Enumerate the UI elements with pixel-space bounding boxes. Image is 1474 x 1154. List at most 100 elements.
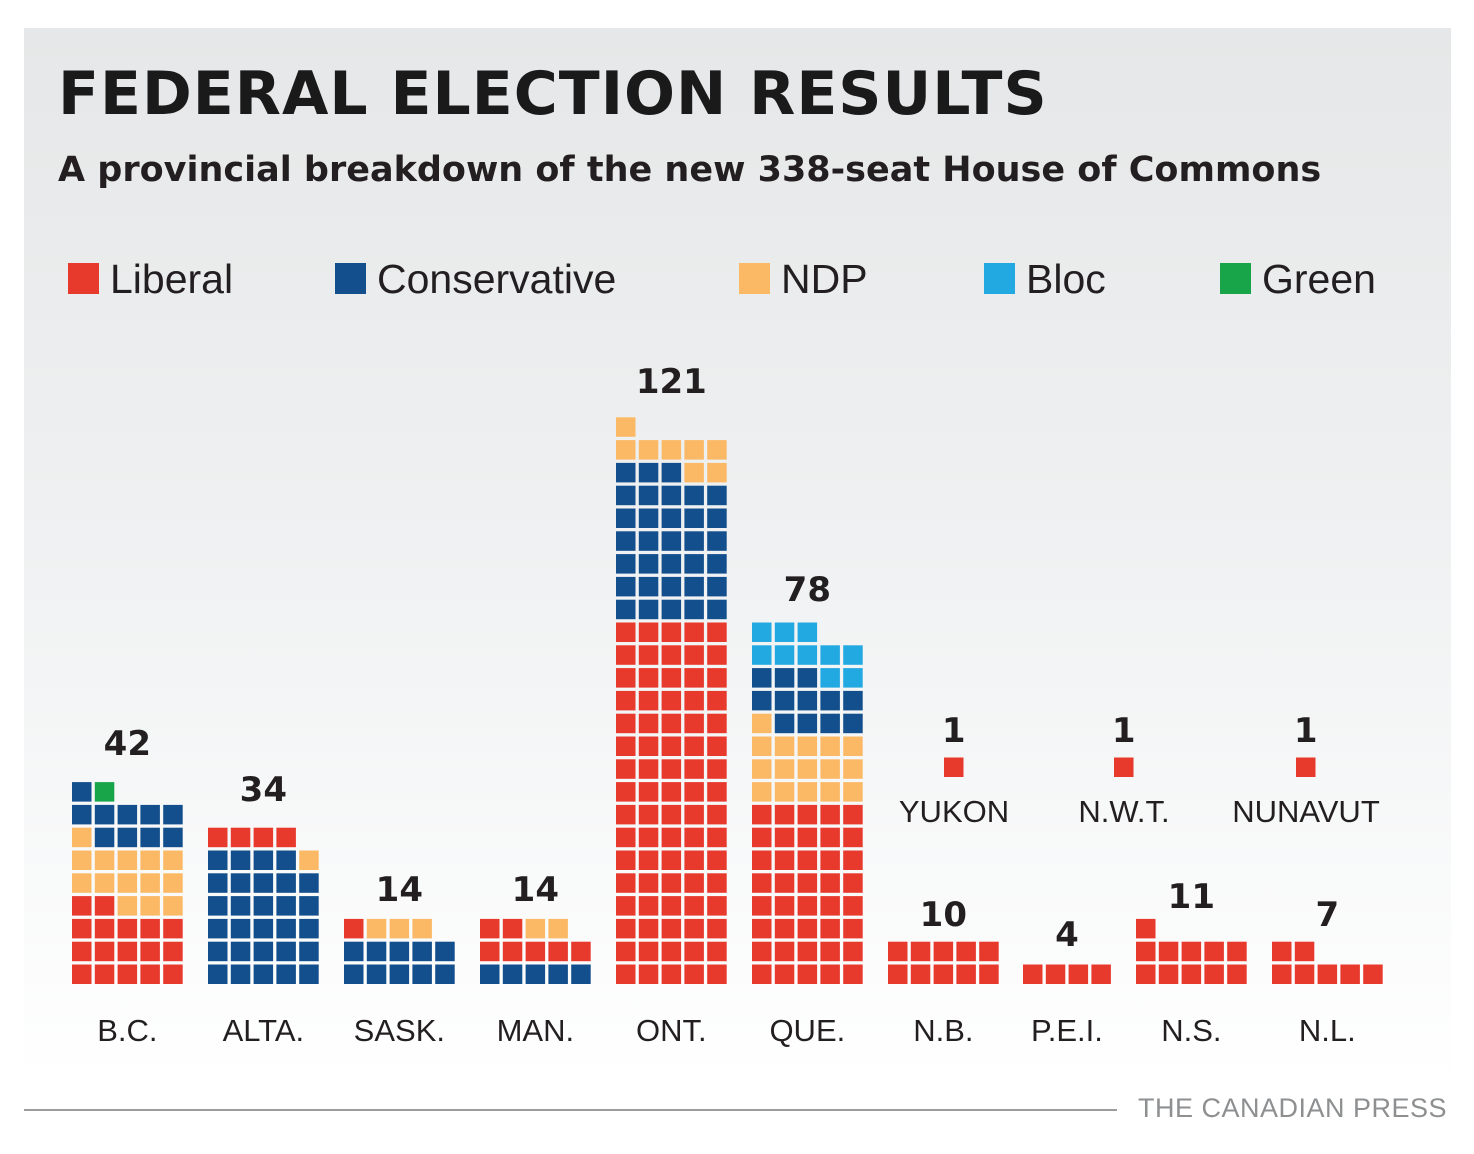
seat-conservative <box>662 577 682 597</box>
seat-liberal <box>616 645 636 665</box>
province-label-que: QUE. <box>769 1013 845 1048</box>
seat-liberal <box>820 965 840 985</box>
seat-conservative <box>163 805 183 825</box>
seat-conservative <box>299 873 319 893</box>
seat-liberal <box>1227 942 1247 962</box>
seat-liberal <box>684 645 704 665</box>
seat-conservative <box>231 942 251 962</box>
seat-liberal <box>1295 965 1315 985</box>
seat-liberal <box>118 919 138 939</box>
seat-ndp <box>412 919 432 939</box>
seat-conservative <box>208 851 228 871</box>
seat-bloc <box>775 645 795 665</box>
seat-liberal <box>140 919 160 939</box>
seat-liberal <box>684 759 704 779</box>
seat-liberal <box>956 965 976 985</box>
seat-liberal <box>662 919 682 939</box>
seat-liberal <box>707 805 727 825</box>
seat-conservative <box>707 486 727 506</box>
seat-liberal <box>662 942 682 962</box>
seat-ndp <box>163 851 183 871</box>
seat-liberal <box>1114 758 1134 778</box>
seat-liberal <box>707 942 727 962</box>
province-label-n-s: N.S. <box>1161 1013 1221 1048</box>
seat-liberal <box>684 737 704 757</box>
seat-liberal <box>1159 965 1179 985</box>
seat-ndp <box>820 737 840 757</box>
seat-ndp <box>616 440 636 460</box>
seat-liberal <box>639 759 659 779</box>
seat-liberal <box>684 714 704 734</box>
seat-total-ont: 121 <box>636 362 707 402</box>
seat-total-man: 14 <box>512 870 559 910</box>
seat-liberal <box>911 942 931 962</box>
seat-liberal <box>1159 942 1179 962</box>
seat-ndp <box>843 782 863 802</box>
seat-total-b-c: 42 <box>104 724 151 764</box>
seat-liberal <box>344 919 364 939</box>
seat-bloc <box>752 623 772 643</box>
seat-ndp <box>95 851 115 871</box>
seat-liberal <box>775 805 795 825</box>
seat-conservative <box>798 714 818 734</box>
seat-liberal <box>707 851 727 871</box>
seat-liberal <box>72 896 92 916</box>
seat-liberal <box>707 965 727 985</box>
seat-liberal <box>639 737 659 757</box>
seat-conservative <box>662 509 682 529</box>
seat-liberal <box>820 805 840 825</box>
seat-conservative <box>548 965 568 985</box>
seat-conservative <box>684 509 704 529</box>
seat-liberal <box>798 965 818 985</box>
seat-liberal <box>1227 965 1247 985</box>
province-label-p-e-i: P.E.I. <box>1031 1013 1103 1048</box>
seat-ndp <box>72 873 92 893</box>
seat-liberal <box>1204 965 1224 985</box>
seat-conservative <box>616 531 636 551</box>
seat-conservative <box>684 577 704 597</box>
seat-ndp <box>775 782 795 802</box>
seat-conservative <box>208 942 228 962</box>
seat-ndp <box>752 759 772 779</box>
seat-liberal <box>1204 942 1224 962</box>
seat-liberal <box>662 645 682 665</box>
seat-conservative <box>140 805 160 825</box>
seat-liberal <box>979 965 999 985</box>
seat-ndp <box>390 919 410 939</box>
seat-conservative <box>208 873 228 893</box>
seat-conservative <box>299 965 319 985</box>
seat-liberal <box>118 942 138 962</box>
seat-conservative <box>276 873 296 893</box>
seat-conservative <box>616 577 636 597</box>
seat-liberal <box>1318 965 1338 985</box>
seat-conservative <box>707 554 727 574</box>
seat-liberal <box>684 805 704 825</box>
seat-liberal <box>843 828 863 848</box>
seat-liberal <box>843 919 863 939</box>
seat-conservative <box>616 554 636 574</box>
seat-liberal <box>979 942 999 962</box>
seat-ndp <box>820 782 840 802</box>
seat-liberal <box>662 782 682 802</box>
seat-liberal <box>707 896 727 916</box>
province-label-n-l: N.L. <box>1299 1013 1356 1048</box>
seat-conservative <box>163 828 183 848</box>
seat-total-alta: 34 <box>240 770 287 810</box>
seat-ndp <box>526 919 546 939</box>
seat-ndp <box>662 440 682 460</box>
seat-liberal <box>820 942 840 962</box>
seat-ndp <box>163 896 183 916</box>
seat-liberal <box>752 873 772 893</box>
seat-conservative <box>276 896 296 916</box>
seat-conservative <box>662 463 682 483</box>
seat-conservative <box>639 463 659 483</box>
seat-liberal <box>843 965 863 985</box>
province-group-n-l: 7N.L. <box>1272 895 1383 1048</box>
province-group-nunavut: 1NUNAVUT <box>1232 711 1380 829</box>
seat-liberal <box>752 896 772 916</box>
province-label-n-w-t: N.W.T. <box>1078 794 1169 829</box>
seat-conservative <box>231 919 251 939</box>
province-group-n-s: 11 N.S. <box>1136 877 1247 1048</box>
seat-liberal <box>798 873 818 893</box>
seat-conservative <box>208 965 228 985</box>
